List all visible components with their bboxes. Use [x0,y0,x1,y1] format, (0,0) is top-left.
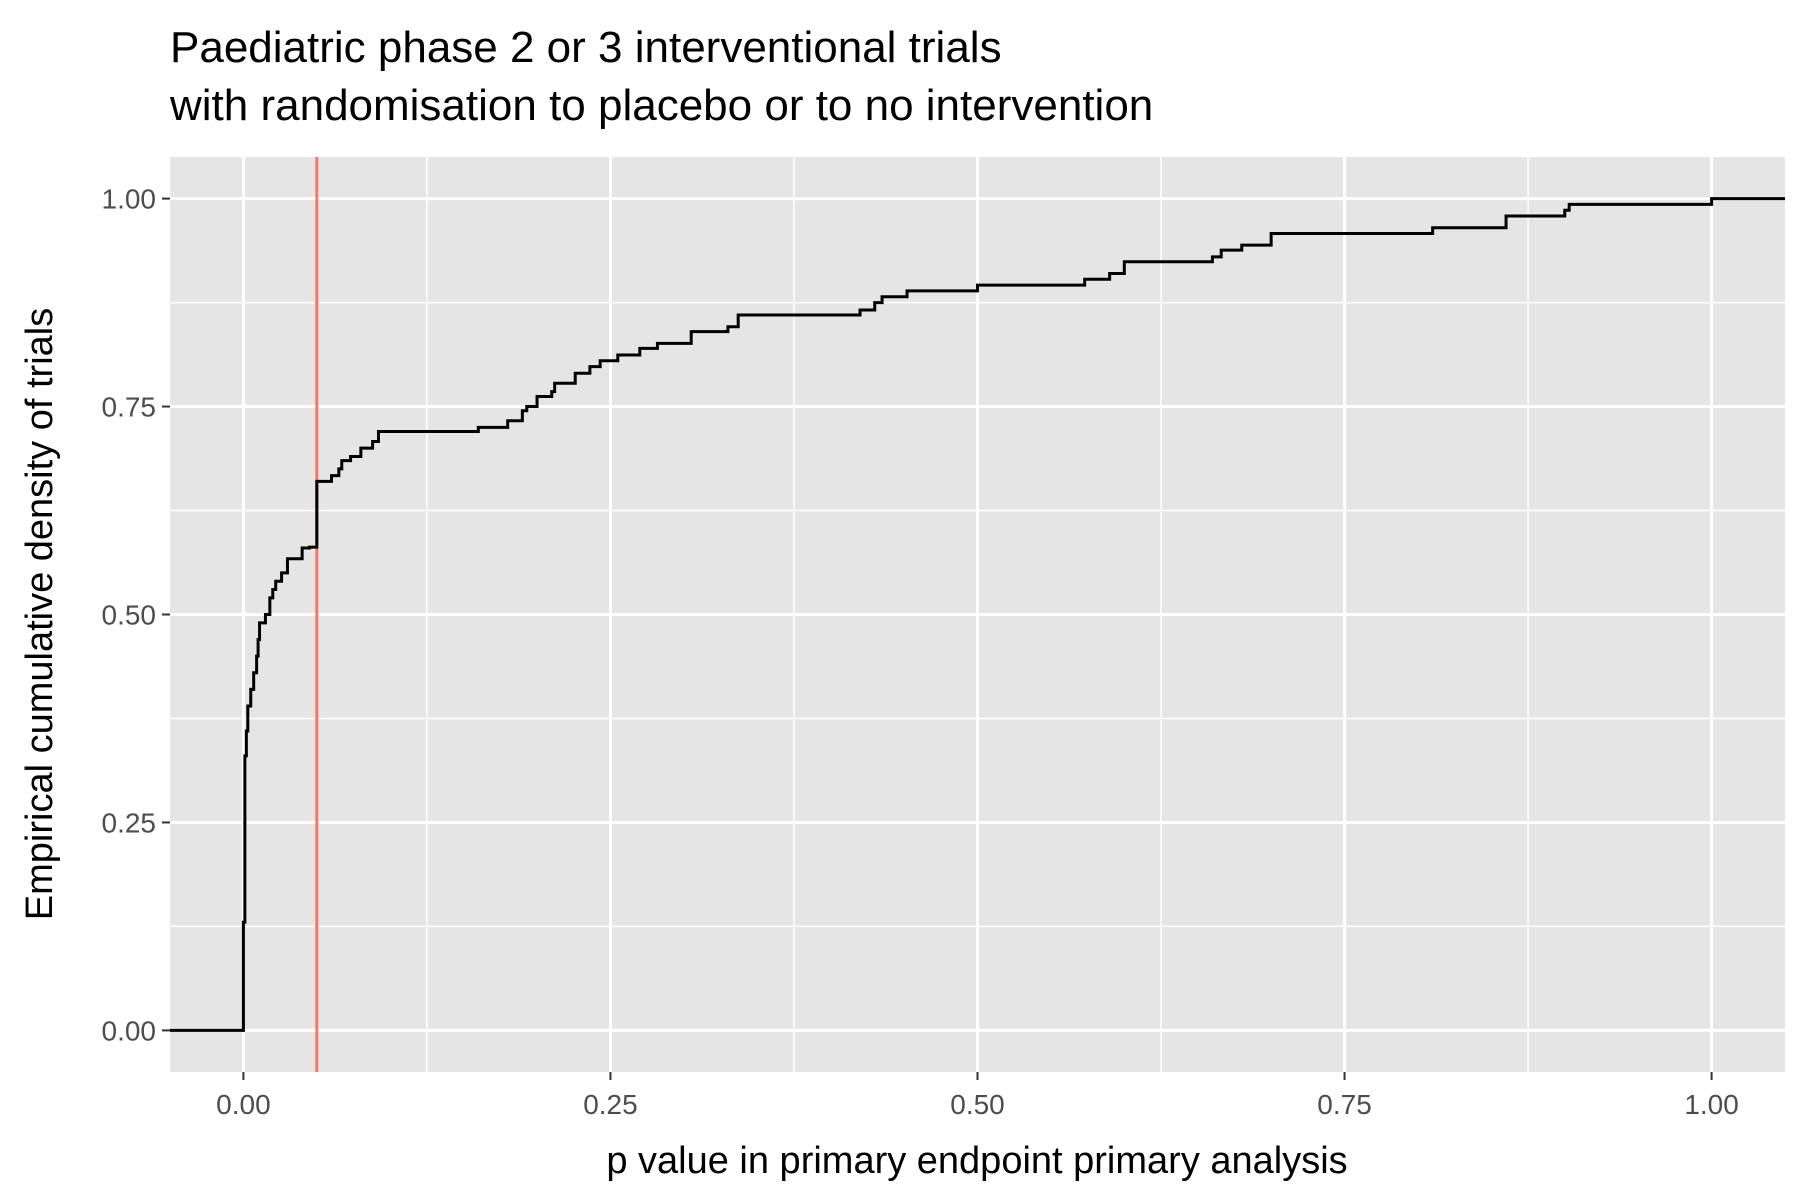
y-tick-label: 0.25 [102,807,157,838]
y-tick-label: 1.00 [102,184,157,215]
y-axis-title: Empirical cumulative density of trials [19,308,61,920]
chart-title-line-1: Paediatric phase 2 or 3 interventional t… [170,23,1002,72]
x-tick-label: 0.25 [583,1089,638,1120]
x-axis-title: p value in primary endpoint primary anal… [606,1140,1347,1182]
series-layer [170,197,1785,1032]
x-tick-label: 0.75 [1317,1089,1372,1120]
y-tick-label: 0.00 [102,1015,157,1046]
chart-title: Paediatric phase 2 or 3 interventional t… [169,23,1153,130]
x-tick-label: 0.00 [216,1089,271,1120]
grid-lines [170,157,1785,1072]
x-axis: 0.00 0.25 0.50 0.75 1.00 [216,1072,1739,1120]
ecdf-step-line [170,197,1785,1032]
y-tick-label: 0.50 [102,600,157,631]
chart-title-line-2: with randomisation to placebo or to no i… [169,81,1153,130]
x-tick-label: 1.00 [1684,1089,1739,1120]
y-tick-label: 0.75 [102,392,157,423]
y-axis: 0.00 0.25 0.50 0.75 1.00 [102,184,170,1046]
x-tick-label: 0.50 [950,1089,1005,1120]
